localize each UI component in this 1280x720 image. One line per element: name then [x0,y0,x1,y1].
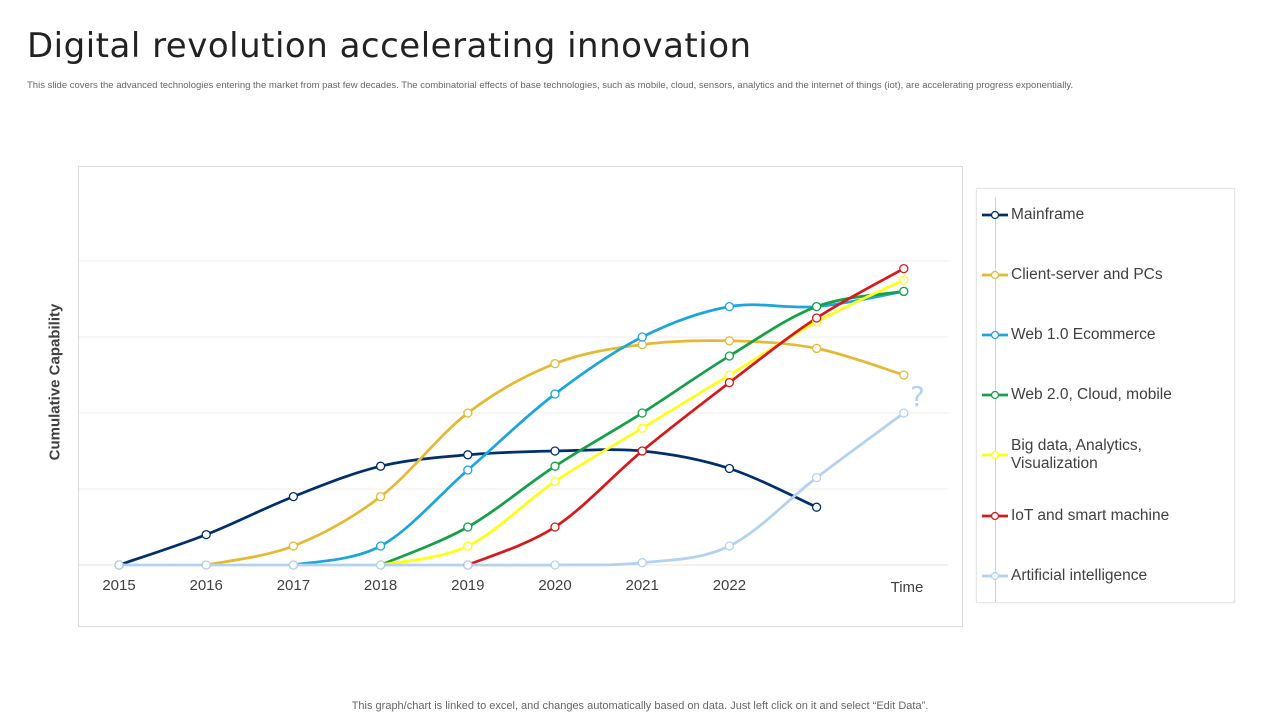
data-point-web-2-0-cloud-mobile[interactable] [550,461,560,471]
data-point-client-server-and-pcs[interactable] [288,541,299,551]
data-point-mainframe[interactable] [724,463,735,474]
legend-swatch-icon [982,330,1008,340]
legend-swatch-icon [982,450,1008,460]
data-point-artificial-intelligence[interactable] [550,560,560,570]
data-point-mainframe[interactable] [811,502,822,512]
series-line-client-server-and-pcs[interactable] [204,339,906,567]
data-point-iot-and-smart-machine[interactable] [724,377,735,388]
data-point-web-1-0-ecommerce[interactable] [724,301,735,312]
data-point-client-server-and-pcs[interactable] [463,408,473,418]
legend-swatch-icon [982,270,1008,280]
footer-note: This graph/chart is linked to excel, and… [351,700,929,712]
x-tick-label: 2017 [277,577,310,594]
legend-label: Web 2.0, Cloud, mobile [1011,386,1172,403]
data-point-artificial-intelligence[interactable] [201,560,211,570]
legend-label: Big data, Analytics, Visualization [1011,437,1142,472]
data-point-client-server-and-pcs[interactable] [811,343,822,354]
x-tick-label: 2022 [713,577,746,594]
x-tick-label: 2019 [451,577,484,594]
legend-item-big-data-analytics-visualization[interactable]: Big data, Analytics, Visualization [977,435,1236,475]
legend-label: Web 1.0 Ecommerce [1011,326,1156,343]
data-point-mainframe[interactable] [288,491,299,502]
series-line-big-data-analytics-visualization[interactable] [379,278,906,567]
data-point-web-1-0-ecommerce[interactable] [550,389,560,399]
data-point-web-1-0-ecommerce[interactable] [375,541,386,551]
x-tick-label: 2018 [364,577,397,594]
legend-label: IoT and smart machine [1011,507,1170,524]
page-subtitle: This slide covers the advanced technolog… [27,80,1074,91]
data-point-artificial-intelligence[interactable] [114,560,124,570]
data-point-web-2-0-cloud-mobile[interactable] [463,522,473,532]
series-line-web-1-0-ecommerce[interactable] [292,290,906,567]
data-point-iot-and-smart-machine[interactable] [811,313,822,323]
data-point-web-2-0-cloud-mobile[interactable] [899,286,909,297]
data-point-artificial-intelligence[interactable] [637,558,647,568]
x-axis-label: Time [891,579,924,596]
legend-item-artificial-intelligence[interactable]: Artificial intelligence [977,556,1236,596]
data-point-artificial-intelligence[interactable] [463,560,473,570]
x-tick-label: 2016 [190,577,223,594]
x-tick-label: 2021 [626,577,659,594]
data-point-web-2-0-cloud-mobile[interactable] [811,301,822,312]
data-point-artificial-intelligence[interactable] [724,541,735,551]
data-point-web-1-0-ecommerce[interactable] [637,332,647,342]
data-point-iot-and-smart-machine[interactable] [637,446,647,456]
data-point-artificial-intelligence[interactable] [288,560,299,570]
legend-swatch-icon [982,390,1008,400]
data-point-big-data-analytics-visualization[interactable] [637,423,647,433]
data-point-mainframe[interactable] [463,450,473,460]
legend-label: Artificial intelligence [1011,567,1148,584]
legend-swatch-icon [982,511,1008,521]
x-tick-label: 2020 [538,577,571,594]
legend-label: Client-server and PCs [1011,266,1163,283]
data-point-big-data-analytics-visualization[interactable] [724,370,735,380]
legend-item-mainframe[interactable]: Mainframe [977,195,1236,235]
data-point-client-server-and-pcs[interactable] [375,491,386,502]
data-point-big-data-analytics-visualization[interactable] [899,275,909,285]
data-point-artificial-intelligence[interactable] [375,560,386,570]
data-point-client-server-and-pcs[interactable] [550,358,560,369]
x-tick-label: 2015 [102,577,135,594]
data-point-artificial-intelligence[interactable] [899,408,909,418]
data-point-iot-and-smart-machine[interactable] [899,263,909,274]
data-point-client-server-and-pcs[interactable] [899,370,909,380]
data-point-big-data-analytics-visualization[interactable] [550,476,560,487]
data-point-iot-and-smart-machine[interactable] [550,522,560,532]
series-markers [114,263,909,570]
legend-item-client-server-and-pcs[interactable]: Client-server and PCs [977,255,1236,295]
data-point-client-server-and-pcs[interactable] [637,339,647,350]
plot-area[interactable] [78,166,963,627]
legend-label: Mainframe [1011,206,1085,223]
data-point-mainframe[interactable] [550,446,560,456]
data-point-artificial-intelligence[interactable] [811,472,822,483]
data-point-big-data-analytics-visualization[interactable] [463,541,473,551]
data-point-web-2-0-cloud-mobile[interactable] [637,408,647,418]
page-title: Digital revolution accelerating innovati… [27,26,752,66]
legend-swatch-icon [982,571,1008,581]
annotation-question-mark: ? [910,380,925,413]
series-lines [117,267,906,567]
x-axis-ticks: 2015 2016 2017 2018 2019 2020 2021 2022 [102,577,746,594]
data-point-mainframe[interactable] [375,461,386,471]
data-point-mainframe[interactable] [201,529,211,540]
data-point-web-1-0-ecommerce[interactable] [463,465,473,475]
legend-swatch-icon [982,210,1008,220]
legend: Mainframe Client-server and PCs Web 1.0 Ec… [976,188,1235,603]
legend-item-web-1-0-ecommerce[interactable]: Web 1.0 Ecommerce [977,315,1236,355]
legend-item-web-2-0-cloud-mobile[interactable]: Web 2.0, Cloud, mobile [977,375,1236,415]
legend-item-iot-and-smart-machine[interactable]: IoT and smart machine [977,496,1236,536]
data-point-web-2-0-cloud-mobile[interactable] [724,351,735,361]
series-line-iot-and-smart-machine[interactable] [466,267,906,567]
legend-divider [995,197,996,602]
data-point-client-server-and-pcs[interactable] [724,336,735,346]
series-line-artificial-intelligence[interactable] [117,411,906,567]
